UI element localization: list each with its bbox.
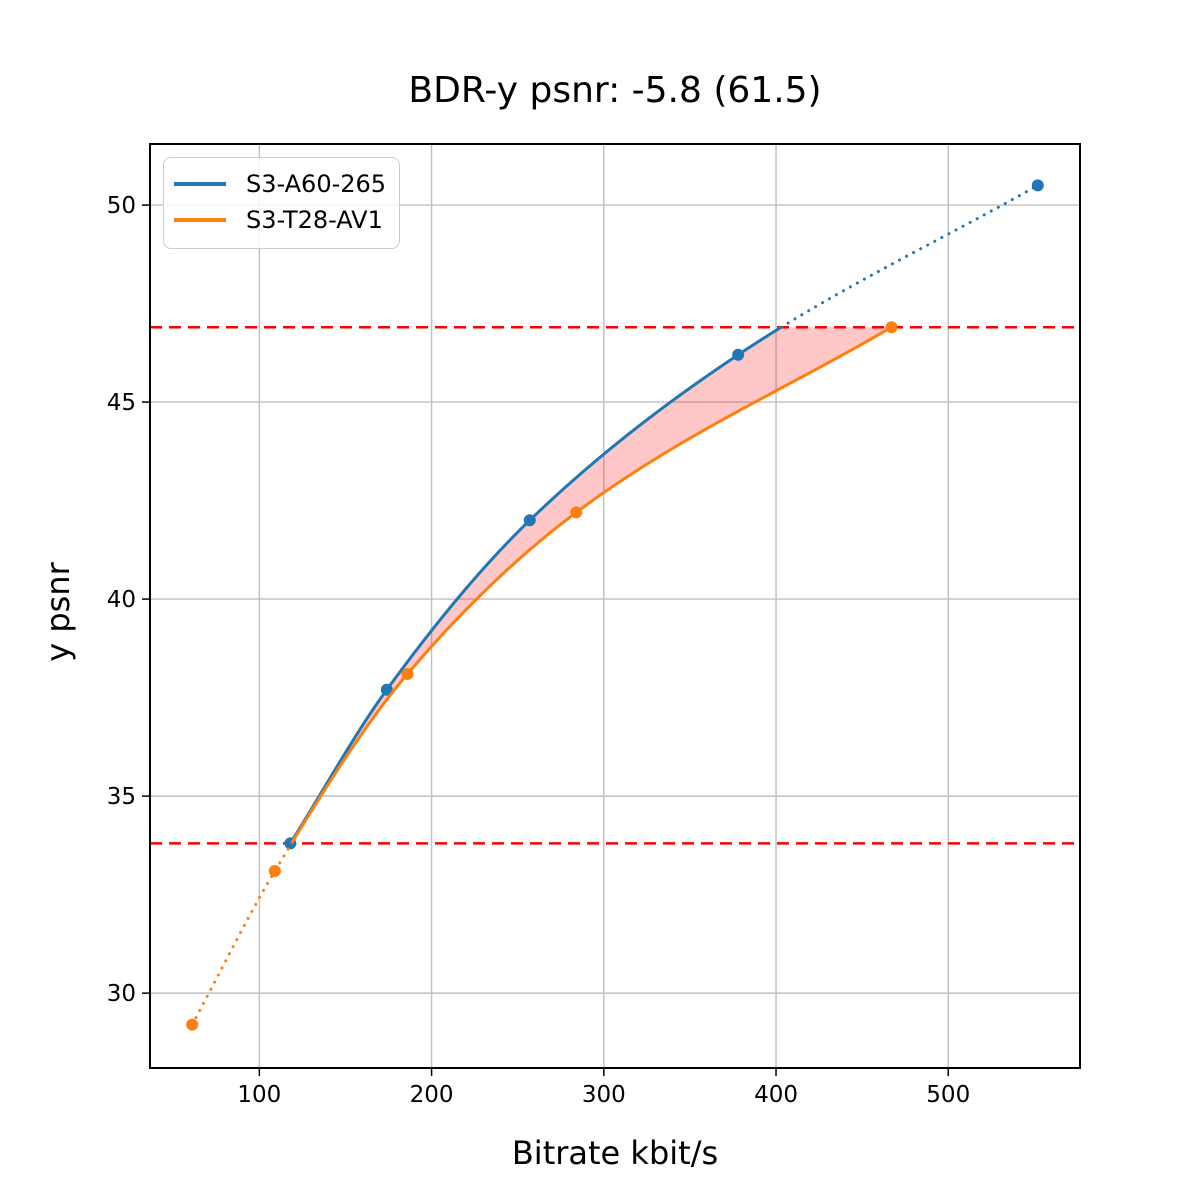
bd-shaded-region <box>290 327 892 844</box>
data-point-S3-A60-265 <box>732 348 745 361</box>
data-point-S3-A60-265 <box>523 514 536 527</box>
curve-solid-S3-T28-AV1 <box>290 325 893 845</box>
data-point-S3-A60-265 <box>1031 179 1044 192</box>
legend-line-sample-icon <box>174 182 226 186</box>
y-tick-label: 35 <box>107 784 136 810</box>
legend-line-sample-icon <box>174 218 226 222</box>
x-tick-label: 300 <box>582 1082 626 1108</box>
y-tick-label: 40 <box>107 587 136 613</box>
y-axis-label: y psnr <box>39 562 77 662</box>
x-axis-label: Bitrate kbit/s <box>511 1134 719 1172</box>
x-tick-label: 500 <box>926 1082 970 1108</box>
series-S3-T28-AV1 <box>186 321 898 1031</box>
data-point-S3-T28-AV1 <box>268 864 281 877</box>
x-tick-label: 400 <box>754 1082 798 1108</box>
legend: S3-A60-265 S3-T28-AV1 <box>163 157 400 249</box>
legend-item: S3-T28-AV1 <box>174 202 385 238</box>
data-point-S3-T28-AV1 <box>186 1018 199 1031</box>
plot-frame <box>149 143 1081 1069</box>
x-tick-label: 100 <box>237 1082 281 1108</box>
x-tick-label: 200 <box>410 1082 454 1108</box>
gridlines <box>150 144 1080 1068</box>
legend-label: S3-A60-265 <box>246 170 387 198</box>
y-tick-label: 30 <box>107 981 136 1007</box>
y-tick-label: 50 <box>107 193 136 219</box>
series-S3-A60-265 <box>284 179 1044 850</box>
data-point-S3-T28-AV1 <box>570 506 583 519</box>
legend-item: S3-A60-265 <box>174 166 387 202</box>
chart-title: BDR-y psnr: -5.8 (61.5) <box>408 70 822 111</box>
y-tick-label: 45 <box>107 390 136 416</box>
curve-solid-S3-A60-265 <box>289 325 783 845</box>
data-point-S3-A60-265 <box>380 683 393 696</box>
data-point-S3-T28-AV1 <box>885 321 898 334</box>
curve-dotted-S3-A60-265 <box>779 183 1040 329</box>
axis-ticks: 100 200 300 400 500 30 35 40 45 50 <box>107 193 970 1108</box>
legend-label: S3-T28-AV1 <box>246 206 383 234</box>
data-point-S3-T28-AV1 <box>401 667 414 680</box>
